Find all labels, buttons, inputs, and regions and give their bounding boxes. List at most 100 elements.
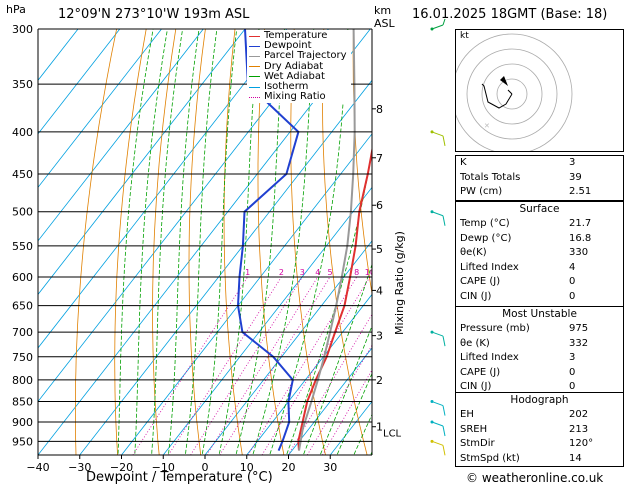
legend-item: Parcel Trajectory (249, 51, 347, 61)
isotherm-line (204, 240, 372, 455)
mixing-ratio-label: 25 (422, 268, 432, 277)
km-tick-label: 1 (376, 421, 383, 434)
most-unstable-label: CAPE (J) (460, 366, 501, 378)
most-unstable-label: θe (K) (460, 337, 490, 349)
wet-adiabat-line (151, 29, 183, 455)
x-tick-label: 0 (202, 461, 209, 474)
hodograph-param-value: 213 (569, 423, 589, 435)
wet-adiabat-line (134, 29, 168, 455)
wind-barb-shaft (431, 440, 444, 446)
most-unstable-row: CIN (J) 0 (456, 380, 623, 395)
index-row: PW (cm) 2.51 (456, 185, 623, 200)
wind-barb (430, 400, 446, 416)
legend-swatch (249, 56, 260, 57)
wind-barb-dot (430, 330, 434, 334)
legend-swatch (249, 66, 260, 68)
surface-row: Lifted Index 4 (456, 261, 623, 276)
dry-adiabat-line (290, 29, 326, 455)
legend-label: Dewpoint (264, 40, 312, 52)
legend-item: Wet Adiabat (249, 70, 347, 82)
pressure-tick-label: 500 (12, 206, 33, 219)
pressure-tick-label: 900 (12, 416, 33, 429)
legend-item: Temperature (249, 30, 347, 41)
x-tick-label: −20 (110, 461, 133, 474)
surface-value: 21.7 (569, 218, 592, 229)
pressure-tick-label: 650 (12, 300, 33, 313)
most-unstable-panel: Most Unstable Pressure (mb) 975 θe (K) 332 L… (455, 306, 624, 393)
location-title: 12°09'N 273°10'W 193m ASL (58, 7, 250, 22)
most-unstable-value: 975 (569, 323, 589, 334)
mixing-ratio-label: 20 (407, 268, 417, 277)
km-tick-label: 6 (376, 199, 383, 212)
mixing-ratio-label: 10 (365, 268, 375, 277)
pressure-tick-label: 750 (12, 351, 33, 364)
pressure-tick-label: 450 (12, 168, 33, 181)
surface-label: CAPE (J) (460, 276, 501, 287)
isotherm-line (246, 293, 372, 455)
wind-barb-dot (430, 27, 434, 31)
wind-barb-flag (442, 135, 446, 147)
surface-value: 16.8 (569, 232, 592, 244)
km-tick-label: 5 (376, 243, 383, 256)
pressure-tick-label: 300 (12, 23, 33, 36)
wind-barb-shaft (431, 24, 444, 30)
legend-item: Isotherm (249, 81, 347, 92)
hodograph-param-value: 120° (569, 438, 594, 449)
svg-text:✕: ✕ (484, 122, 490, 130)
most-unstable-value: 0 (569, 366, 576, 378)
most-unstable-row: CAPE (J) 0 (456, 366, 623, 381)
hodograph-table-title: Hodograph (510, 394, 569, 406)
wind-barb-flag (442, 18, 446, 26)
dry-adiabat-line (257, 29, 285, 455)
surface-row: CIN (J) 0 (456, 290, 623, 305)
legend-swatch (249, 96, 260, 98)
x-tick-label: −10 (152, 461, 175, 474)
most-unstable-title: Most Unstable (502, 308, 577, 320)
km-tick-label: 8 (376, 103, 383, 116)
pressure-tick-label: 400 (12, 126, 33, 139)
mixing-ratio-line (322, 369, 372, 455)
wind-barb-dot (430, 130, 434, 134)
wind-barb-shaft (431, 331, 444, 337)
wind-barb (430, 210, 446, 226)
legend-label: Temperature (264, 30, 328, 41)
wind-barb-flag (442, 335, 446, 347)
dry-adiabat-line (75, 29, 117, 455)
legend-swatch (249, 86, 260, 88)
surface-value: 330 (569, 247, 589, 258)
wind-barb (430, 130, 446, 147)
mixing-ratio-line (287, 313, 372, 455)
surface-label: CIN (J) (460, 290, 492, 302)
hodograph-param-row: EH 202 (456, 408, 623, 423)
x-tick-label: 10 (240, 461, 254, 474)
most-unstable-row: Lifted Index 3 (456, 351, 623, 366)
wind-barb-shaft (431, 211, 444, 217)
isotherm-line (288, 347, 372, 455)
mixing-ratio-axis-label: Mixing Ratio (g/kg) (393, 231, 406, 335)
dry-adiabat-line (114, 29, 147, 455)
asl-label: ASL (374, 17, 395, 30)
most-unstable-label: Lifted Index (460, 352, 519, 363)
hodograph-param-label: SREH (460, 423, 488, 435)
hodograph-table-panel: Hodograph EH 202 SREH 213 StmDir 120° StmSpd (… (455, 392, 624, 467)
x-axis-label: Dewpoint / Temperature (°C) (86, 470, 273, 485)
isotherm-line (38, 29, 121, 135)
surface-value: 4 (569, 261, 576, 273)
legend-label: Wet Adiabat (264, 70, 325, 82)
hodograph-param-row: StmDir 120° (456, 437, 623, 452)
wet-adiabat-line (117, 29, 154, 455)
mixing-ratio-label: 5 (327, 268, 332, 277)
mixing-ratio-label: 2 (279, 268, 284, 277)
wind-barb-shaft (431, 401, 444, 407)
most-unstable-value: 3 (569, 352, 576, 363)
surface-value: 0 (569, 276, 576, 287)
surface-label: Lifted Index (460, 261, 519, 273)
series-parcel-trajectory-line (298, 29, 356, 451)
x-tick-label: 30 (323, 461, 337, 474)
wind-barb-flag (442, 445, 446, 456)
mixing-ratio-line (190, 276, 303, 455)
dry-adiabat-line (152, 29, 177, 455)
mixing-ratio-label: 8 (354, 268, 359, 277)
pressure-tick-label: 700 (12, 326, 33, 339)
